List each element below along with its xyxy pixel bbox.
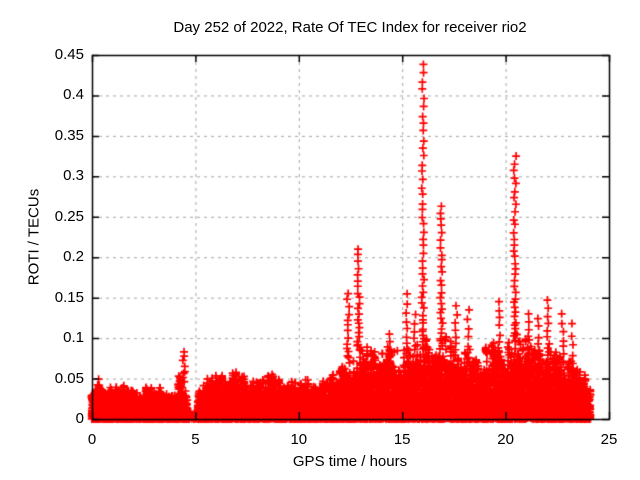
y-tick-label: 0.3 [63,167,84,185]
x-tick-label: 5 [191,431,200,448]
x-tick-label: 25 [600,431,618,448]
y-tick-label: 0.1 [63,329,84,347]
x-axis-label: GPS time / hours [292,453,408,470]
x-tick-label: 20 [497,431,514,448]
y-tick-label: 0.4 [63,86,84,104]
x-tick-label: 10 [290,431,308,448]
y-tick-label: 0.15 [54,288,84,306]
chart-title: Day 252 of 2022, Rate Of TEC Index for r… [173,19,527,36]
y-tick-label: 0.2 [63,248,84,266]
x-tick-label: 15 [393,431,411,448]
y-tick-label: 0.35 [54,126,84,144]
y-tick-label: 0.45 [54,46,84,63]
x-tick-label: 0 [87,431,97,448]
y-tick-label: 0 [75,410,84,427]
y-axis-label: ROTI / TECUs [25,188,43,286]
y-tick-label: 0.25 [54,207,84,225]
y-tick-label: 0.05 [54,369,84,387]
